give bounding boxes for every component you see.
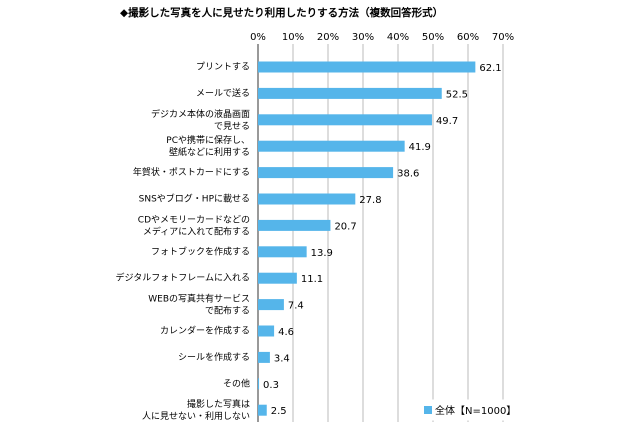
value-label: 20.7: [334, 221, 356, 232]
y-tick-label: フォトブックを作成する: [151, 245, 250, 257]
x-tick-label: 20%: [317, 32, 339, 43]
bar: [258, 167, 394, 179]
bar: [258, 299, 284, 311]
bar: [258, 272, 297, 284]
y-tick-label: PCや携帯に保存し、壁紙などに利用する: [166, 134, 250, 158]
bar: [258, 61, 476, 73]
y-tick-label: デジタルフォトフレームに入れる: [115, 272, 250, 284]
value-label: 62.1: [479, 63, 501, 74]
x-tick-label: 40%: [387, 32, 409, 43]
value-label: 11.1: [301, 274, 323, 285]
y-tick-label: その他: [223, 377, 250, 389]
x-tick-label: 10%: [282, 32, 304, 43]
y-tick-label: シールを作成する: [178, 351, 250, 363]
bar: [258, 87, 442, 99]
value-label: 49.7: [436, 116, 458, 127]
chart-title: ◆撮影した写真を人に見せたり利用したりする方法（複数回答形式）: [120, 6, 443, 19]
y-tick-label: 年賀状・ポストカードにする: [133, 166, 250, 178]
value-label: 3.4: [274, 353, 290, 364]
bar: [258, 114, 432, 126]
bar: [258, 325, 275, 337]
legend-label: 全体【N=1000】: [435, 404, 516, 417]
value-label: 7.4: [288, 301, 304, 312]
bar: [258, 378, 260, 390]
value-label: 52.5: [446, 89, 468, 100]
y-tick-label: WEBの写真共有サービスで配布する: [148, 292, 250, 316]
bar: [258, 404, 267, 416]
y-tick-label: デジカメ本体の液晶画面で見せる: [151, 107, 250, 131]
x-tick-label: 30%: [352, 32, 374, 43]
y-tick-label: プリントする: [196, 62, 250, 73]
x-tick-label: 50%: [422, 32, 444, 43]
bar: [258, 219, 331, 231]
bar: [258, 351, 270, 363]
bar: [258, 140, 405, 152]
value-label: 27.8: [359, 195, 381, 206]
y-tick-label: 撮影した写真は人に見せない・利用しない: [142, 398, 250, 422]
value-label: 2.5: [271, 406, 287, 417]
value-label: 4.6: [278, 327, 294, 338]
bar: [258, 246, 307, 258]
y-tick-label: カレンダーを作成する: [160, 325, 250, 337]
y-tick-label: CDやメモリーカードなどのメディアに入れて配布する: [138, 214, 250, 237]
x-tick-label: 70%: [492, 32, 514, 43]
x-tick-label: 0%: [250, 32, 266, 43]
value-label: 0.3: [263, 380, 279, 391]
value-label: 13.9: [311, 248, 333, 259]
y-tick-label: メールで送る: [196, 87, 250, 99]
value-label: 41.9: [409, 142, 431, 153]
bar: [258, 193, 356, 205]
value-label: 38.6: [397, 169, 419, 180]
y-tick-label: SNSやブログ・HPに載せる: [139, 193, 250, 205]
legend-swatch: [424, 406, 432, 414]
legend-box: [419, 399, 519, 421]
x-tick-label: 60%: [457, 32, 479, 43]
